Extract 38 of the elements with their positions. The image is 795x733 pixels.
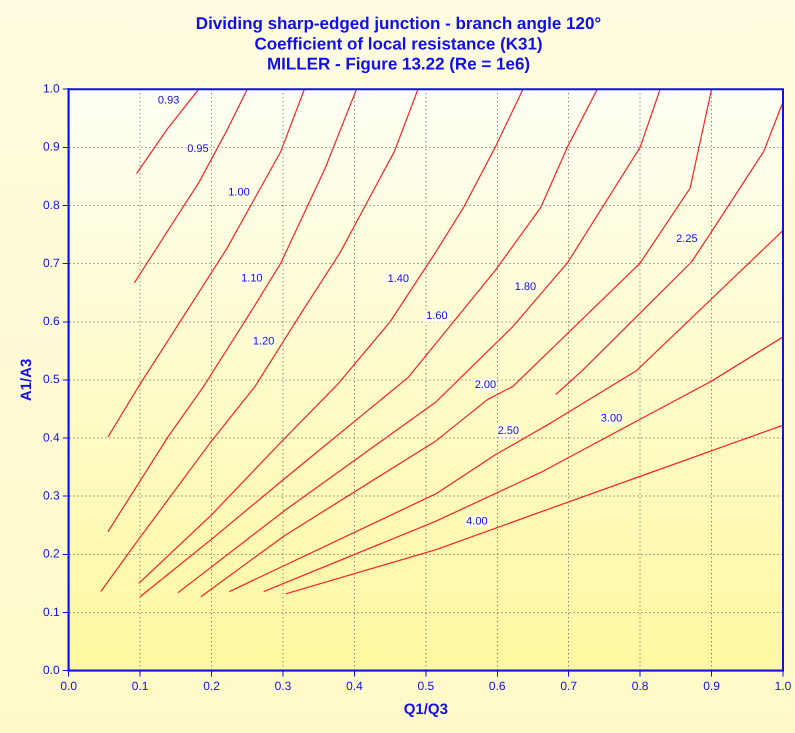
x-tick-label: 0.2 <box>203 679 220 694</box>
y-tick-label: 1.0 <box>42 82 60 96</box>
y-tick-label: 0.5 <box>42 372 60 386</box>
series-label: 1.80 <box>514 280 536 293</box>
series-label: 2.25 <box>676 232 698 245</box>
series-label: 1.20 <box>252 335 274 348</box>
y-tick-label: 0.4 <box>42 430 60 444</box>
y-tick-label: 0.2 <box>42 546 60 561</box>
series-label: 0.93 <box>158 94 180 107</box>
chart-title: Dividing sharp-edged junction - branch angle 120° Coefficient of local resistance (K31) MILLER - Figure 13.22 (Re = 1e6) <box>196 14 602 74</box>
x-tick-label: 0.0 <box>60 679 78 694</box>
series-label: 0.95 <box>187 142 209 155</box>
y-tick-label: 0.3 <box>42 488 60 502</box>
x-tick-label: 1.0 <box>774 679 792 694</box>
x-tick-label: 0.6 <box>488 679 506 694</box>
y-tick-label: 0.1 <box>42 604 60 619</box>
series-label: 4.00 <box>466 516 488 528</box>
y-axis-title: A1/A3 <box>18 358 36 402</box>
x-axis-title: Q1/Q3 <box>404 701 448 718</box>
series-label: 1.40 <box>388 272 409 285</box>
x-tick-label: 0.1 <box>132 679 149 694</box>
y-tick-label: 0.7 <box>42 256 60 270</box>
x-tick-label: 0.5 <box>417 679 435 694</box>
series-label: 2.00 <box>474 379 496 392</box>
y-tick-label: 0.9 <box>42 140 60 154</box>
series-label: 1.10 <box>241 272 263 284</box>
y-tick-label: 0.0 <box>42 662 60 677</box>
series-label: 3.00 <box>600 412 622 425</box>
x-tick-label: 0.7 <box>560 679 578 694</box>
y-tick-label: 0.8 <box>42 198 60 212</box>
series-label: 2.50 <box>498 424 519 437</box>
x-tick-label: 0.3 <box>274 679 292 694</box>
series-label: 1.60 <box>426 310 448 322</box>
x-tick-label: 0.4 <box>346 679 364 694</box>
x-tick-label: 0.8 <box>632 679 649 694</box>
y-tick-label: 0.6 <box>42 314 60 328</box>
series-label: 1.00 <box>228 186 250 198</box>
x-tick-label: 0.9 <box>703 679 720 694</box>
